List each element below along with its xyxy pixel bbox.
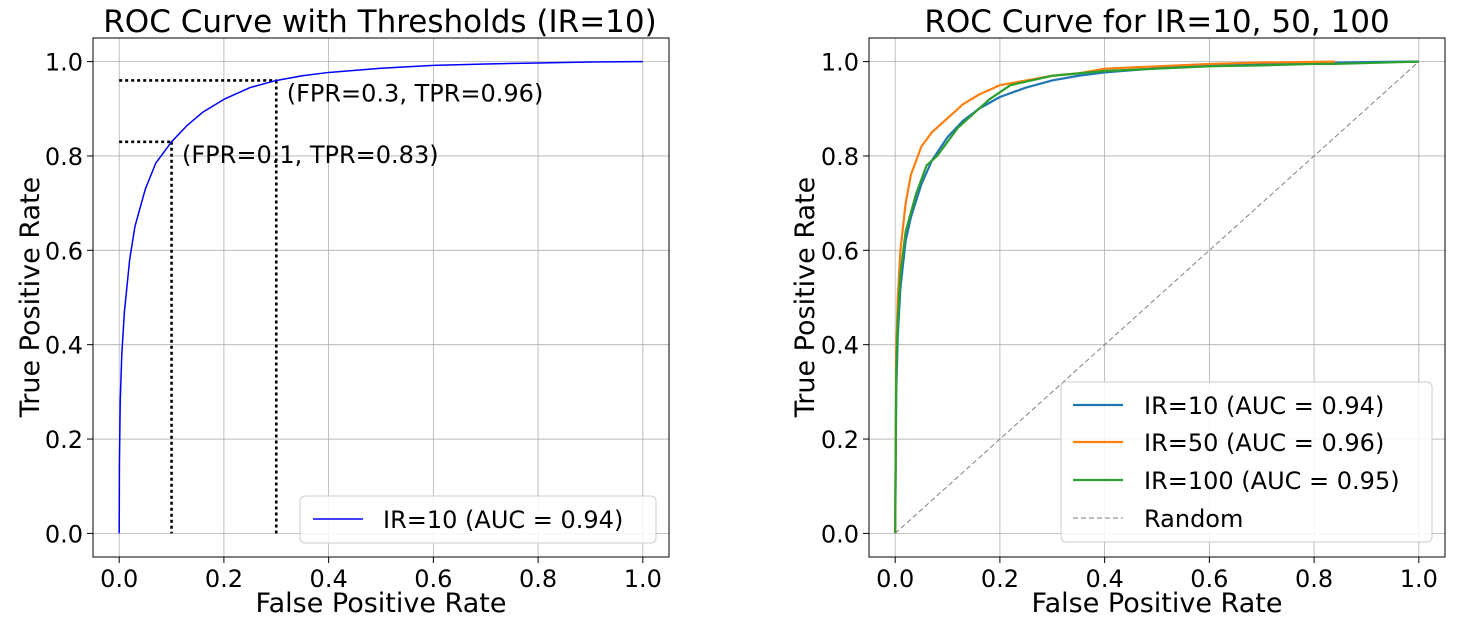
legend-label-ir10: IR=10 (AUC = 0.94) (1144, 392, 1384, 420)
y-axis-label: True Positive Rate (790, 177, 821, 419)
y-tick-label: 0.0 (821, 520, 859, 548)
x-tick-label: 0.8 (1295, 565, 1333, 593)
series-lines (118, 60, 643, 534)
x-ticks: 0.0 0.2 0.4 0.6 0.8 1.0 (100, 557, 662, 593)
threshold-lines (119, 79, 278, 534)
series-line-ir-100-auc-0-95 (894, 60, 1419, 534)
axes-frame (868, 37, 1446, 558)
series-line-ir-10-auc-0-94 (118, 60, 643, 534)
y-tick-label: 0.0 (45, 520, 83, 548)
y-tick-label: 1.0 (821, 49, 859, 77)
legend-label-ir100: IR=100 (AUC = 0.95) (1144, 467, 1400, 495)
x-tick-label: 0.4 (1086, 565, 1124, 593)
legend-label-random: Random (1144, 505, 1243, 533)
legend: IR=10 (AUC = 0.94) (299, 495, 657, 544)
series-line-ir-50-auc-0-96 (894, 60, 1336, 534)
annotations: (FPR=0.3, TPR=0.96) (FPR=0.1, TPR=0.83) (182, 80, 543, 169)
x-axis-label: False Positive Rate (1032, 588, 1283, 619)
x-tick-label: 1.0 (1400, 565, 1438, 593)
y-ticks: 0.0 0.2 0.4 0.6 0.8 1.0 (45, 49, 93, 548)
x-ticks: 0.0 0.2 0.4 0.6 0.8 1.0 (876, 557, 1438, 593)
y-tick-label: 0.2 (45, 426, 83, 454)
x-tick-label: 0.8 (519, 565, 557, 593)
axes-frame (92, 37, 670, 558)
legend-label: IR=10 (AUC = 0.94) (383, 506, 623, 534)
y-tick-label: 0.6 (821, 237, 859, 265)
y-tick-label: 0.6 (45, 237, 83, 265)
x-tick-label: 0.0 (876, 565, 914, 593)
y-tick-label: 0.8 (821, 143, 859, 171)
y-tick-label: 0.8 (45, 143, 83, 171)
y-tick-label: 0.2 (821, 426, 859, 454)
chart-title: ROC Curve with Thresholds (IR=10) (103, 4, 656, 40)
x-axis-label: False Positive Rate (256, 588, 507, 619)
y-axis-label: True Positive Rate (15, 177, 46, 419)
x-tick-label: 0.6 (414, 565, 452, 593)
legend-box (299, 495, 657, 544)
legend-label-ir50: IR=50 (AUC = 0.96) (1144, 429, 1384, 457)
x-tick-label: 0.2 (981, 565, 1019, 593)
y-tick-label: 1.0 (45, 49, 83, 77)
legend-box (1060, 381, 1433, 543)
series-line-ir-10-auc-0-94 (894, 60, 1419, 534)
legend: IR=10 (AUC = 0.94) IR=50 (AUC = 0.96) IR… (1060, 381, 1433, 543)
y-ticks: 0.0 0.2 0.4 0.6 0.8 1.0 (821, 49, 869, 548)
series-line-random (894, 61, 1420, 534)
chart-title: ROC Curve for IR=10, 50, 100 (924, 4, 1389, 40)
left-roc-chart: ROC Curve with Thresholds (IR=10) 0.0 0.2… (15, 4, 670, 619)
y-tick-label: 0.4 (45, 332, 83, 360)
x-tick-label: 0.4 (310, 565, 348, 593)
annotation-label: (FPR=0.1, TPR=0.83) (182, 141, 439, 169)
series-lines (894, 60, 1420, 534)
grid (93, 38, 669, 557)
x-tick-label: 0.6 (1190, 565, 1228, 593)
right-roc-chart: ROC Curve for IR=10, 50, 100 0.0 0.2 0.4 0.… (790, 4, 1446, 619)
x-tick-label: 1.0 (624, 565, 662, 593)
x-tick-label: 0.2 (205, 565, 243, 593)
annotation-label: (FPR=0.3, TPR=0.96) (287, 80, 544, 108)
x-tick-label: 0.0 (100, 565, 138, 593)
y-tick-label: 0.4 (821, 332, 859, 360)
